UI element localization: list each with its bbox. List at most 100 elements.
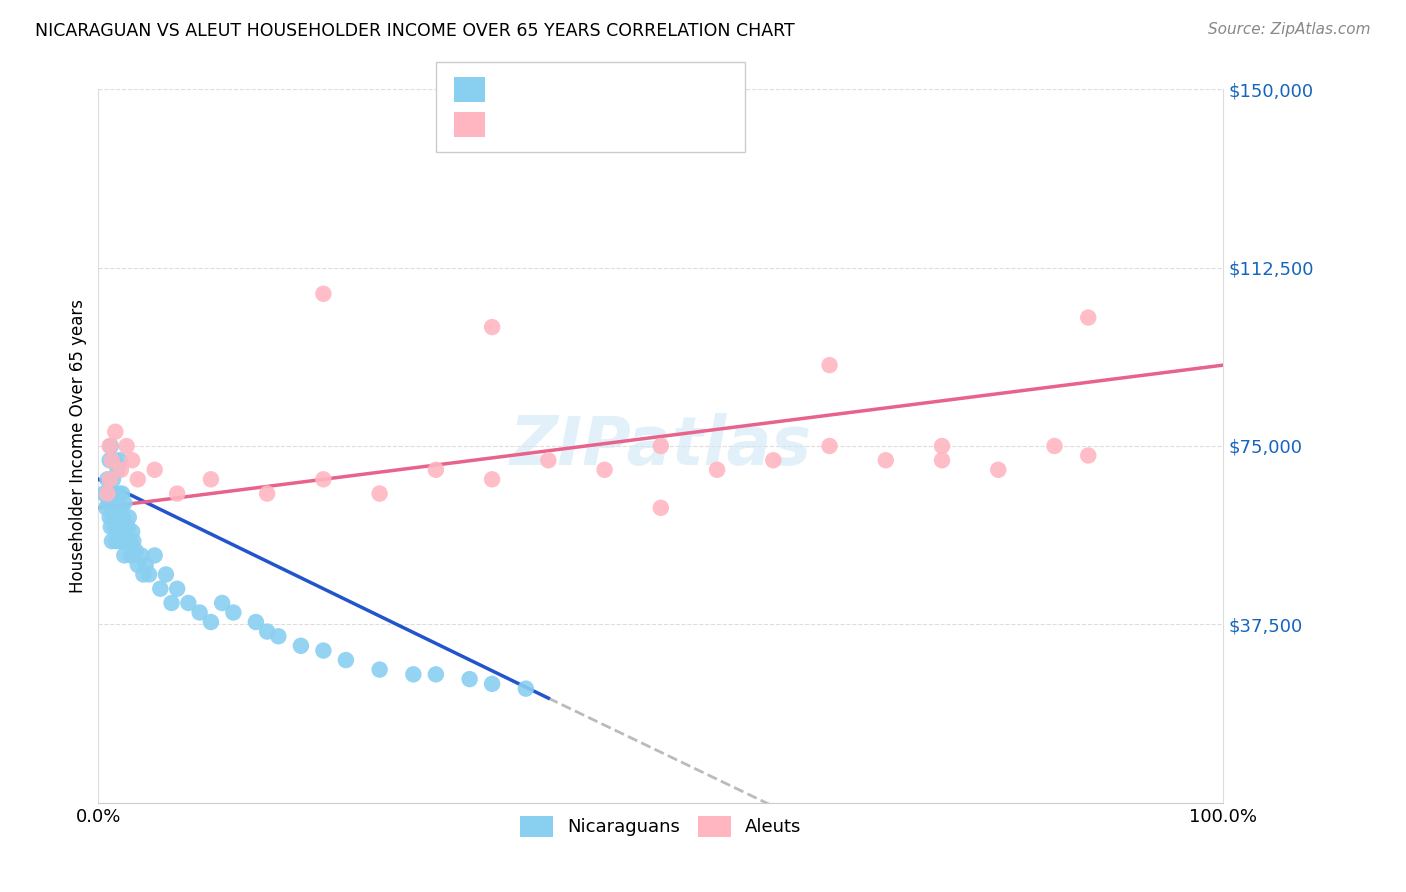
Point <box>111 486 134 500</box>
Point <box>117 520 139 534</box>
Point <box>101 453 124 467</box>
Text: 0.387: 0.387 <box>531 116 583 134</box>
Point <box>108 453 131 467</box>
Point <box>143 549 166 563</box>
Point <box>108 520 131 534</box>
Text: R =: R = <box>494 116 533 134</box>
Point <box>402 667 425 681</box>
Point <box>98 439 121 453</box>
Point <box>425 667 447 681</box>
Text: -0.314: -0.314 <box>531 80 589 98</box>
Point <box>120 549 142 563</box>
Point <box>112 496 135 510</box>
Point <box>112 534 135 549</box>
Point <box>987 463 1010 477</box>
Point <box>96 500 118 515</box>
Point <box>107 463 129 477</box>
Point <box>267 629 290 643</box>
Point <box>98 472 121 486</box>
Point <box>118 510 141 524</box>
Point <box>122 534 145 549</box>
Point <box>129 549 152 563</box>
Point <box>1077 449 1099 463</box>
Point <box>114 524 136 539</box>
Point <box>166 582 188 596</box>
Point <box>593 463 616 477</box>
Point <box>100 439 122 453</box>
Point <box>1043 439 1066 453</box>
Point <box>107 524 129 539</box>
Point <box>762 453 785 467</box>
Text: Source: ZipAtlas.com: Source: ZipAtlas.com <box>1208 22 1371 37</box>
Point <box>537 453 560 467</box>
Point <box>97 496 120 510</box>
Point <box>107 510 129 524</box>
Point <box>118 534 141 549</box>
Point <box>101 472 124 486</box>
Point <box>312 643 335 657</box>
Point <box>188 606 211 620</box>
Point <box>121 453 143 467</box>
Text: R =: R = <box>494 80 533 98</box>
Point <box>481 320 503 334</box>
Point <box>121 524 143 539</box>
Point <box>200 615 222 629</box>
Point <box>104 486 127 500</box>
Point <box>111 520 134 534</box>
Point <box>98 510 121 524</box>
Point <box>650 500 672 515</box>
Point <box>931 439 953 453</box>
Text: 68: 68 <box>633 80 655 98</box>
Point <box>115 439 138 453</box>
Point <box>105 496 128 510</box>
Legend: Nicaraguans, Aleuts: Nicaraguans, Aleuts <box>513 808 808 844</box>
Point <box>138 567 160 582</box>
Point <box>104 425 127 439</box>
Point <box>96 486 118 500</box>
Point <box>124 543 146 558</box>
Point <box>368 663 391 677</box>
Point <box>155 567 177 582</box>
Y-axis label: Householder Income Over 65 years: Householder Income Over 65 years <box>69 299 87 593</box>
Point <box>93 486 115 500</box>
Point <box>112 510 135 524</box>
Point <box>149 582 172 596</box>
Point <box>166 486 188 500</box>
Point <box>177 596 200 610</box>
Point <box>335 653 357 667</box>
Point <box>105 534 128 549</box>
Point <box>200 472 222 486</box>
Point <box>312 286 335 301</box>
Point <box>160 596 183 610</box>
Point <box>312 472 335 486</box>
Point <box>127 558 149 572</box>
Point <box>458 672 481 686</box>
Point <box>100 520 122 534</box>
Text: ZIPatlas: ZIPatlas <box>510 413 811 479</box>
Point <box>115 534 138 549</box>
Point <box>256 486 278 500</box>
Point <box>98 453 121 467</box>
Text: N =: N = <box>598 116 637 134</box>
Point <box>222 606 245 620</box>
Point <box>931 453 953 467</box>
Text: N =: N = <box>598 80 637 98</box>
Point <box>135 558 157 572</box>
Point <box>1077 310 1099 325</box>
Point <box>368 486 391 500</box>
Point <box>818 358 841 372</box>
Point <box>211 596 233 610</box>
Point <box>818 439 841 453</box>
Point <box>110 463 132 477</box>
Point <box>515 681 537 696</box>
Point <box>245 615 267 629</box>
Point <box>104 520 127 534</box>
Point <box>127 472 149 486</box>
Point <box>256 624 278 639</box>
Point <box>101 496 124 510</box>
Point <box>481 677 503 691</box>
Point <box>425 463 447 477</box>
Point <box>132 567 155 582</box>
Point <box>103 500 125 515</box>
Point <box>481 472 503 486</box>
